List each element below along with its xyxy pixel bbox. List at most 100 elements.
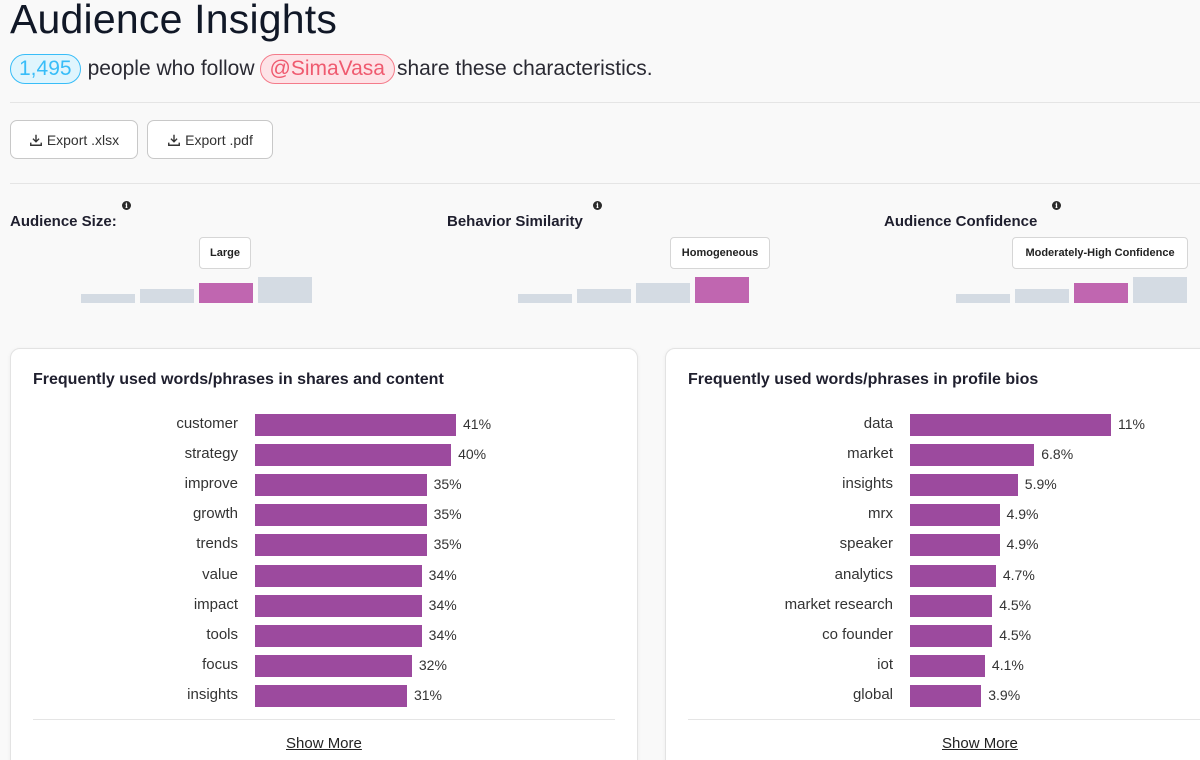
divider: [33, 719, 615, 720]
bar-label: strategy: [184, 445, 238, 463]
bar-label: growth: [192, 505, 238, 523]
bar-value-label: 35%: [433, 476, 462, 493]
bar-row: impact 34%: [11, 594, 637, 617]
handle-badge[interactable]: @SimaVasa: [259, 54, 395, 84]
bar-value-label: 41%: [463, 416, 492, 432]
bar[interactable]: [910, 504, 1000, 527]
bar-value-label: 34%: [428, 566, 457, 583]
behavior-similarity-level-3: [636, 283, 690, 303]
download-icon: [29, 134, 42, 146]
bar-label: focus: [202, 655, 238, 673]
bar-row: customer 41%: [11, 414, 637, 436]
bar[interactable]: [255, 564, 422, 587]
bar[interactable]: [255, 654, 412, 677]
bar[interactable]: [255, 624, 422, 647]
bar[interactable]: [910, 654, 985, 677]
subtitle: 1,495 people who follow @SimaVasa share …: [10, 52, 653, 86]
bar-row: mrx 4.9%: [666, 504, 1200, 527]
bar-label: speaker: [839, 535, 893, 553]
export-xlsx-label: Export .xlsx: [46, 131, 120, 148]
bar[interactable]: [255, 684, 407, 707]
audience-size-level-3: [199, 283, 253, 303]
bar-value-label: 4.9%: [1006, 536, 1039, 553]
bar-row: tools 34%: [11, 624, 637, 647]
audience-confidence-label: Audience Confidence: [884, 213, 1038, 230]
bar-value-label: 35%: [433, 506, 462, 523]
bar-value-label: 31%: [413, 686, 442, 703]
bar-row: insights 31%: [11, 684, 637, 707]
info-icon[interactable]: i: [1052, 201, 1061, 210]
subtitle-text-after: share these characteristics.: [397, 57, 653, 80]
bar[interactable]: [910, 444, 1035, 467]
bar[interactable]: [910, 594, 993, 617]
bar-label: market: [847, 445, 893, 463]
bar-row: improve 35%: [11, 474, 637, 497]
bar-row: global 3.9%: [666, 684, 1200, 707]
bar[interactable]: [910, 534, 1000, 557]
bar-row: focus 32%: [11, 654, 637, 677]
bar-row: value 34%: [11, 564, 637, 587]
bar-row: market 6.8%: [666, 444, 1200, 467]
info-icon[interactable]: i: [122, 201, 131, 210]
bar[interactable]: [910, 564, 996, 587]
export-pdf-button[interactable]: Export .pdf: [147, 120, 273, 159]
audience-confidence-level-4: [1133, 277, 1187, 303]
bar-label: market research: [784, 595, 893, 613]
follower-count-badge[interactable]: 1,495: [10, 54, 81, 84]
bar-label: tools: [206, 625, 238, 643]
bar-value-label: 32%: [418, 656, 447, 673]
divider: [10, 102, 1200, 103]
bar[interactable]: [255, 474, 427, 497]
bar-label: insights: [842, 475, 893, 493]
subtitle-text-before: people who follow: [87, 57, 255, 80]
bar-value-label: 11%: [1118, 416, 1145, 432]
bar[interactable]: [255, 594, 422, 617]
behavior-similarity-level-2: [577, 289, 631, 303]
card-title: Frequently used words/phrases in profile…: [688, 371, 1039, 388]
audience-confidence-tooltip: Moderately-High Confidence: [1012, 237, 1188, 269]
info-icon[interactable]: i: [593, 201, 602, 210]
download-icon: [168, 134, 181, 146]
bio-words-card: Frequently used words/phrases in profile…: [665, 348, 1200, 760]
bar-value-label: 4.7%: [1002, 566, 1035, 583]
shares-words-card: Frequently used words/phrases in shares …: [10, 348, 638, 760]
bar[interactable]: [255, 534, 427, 557]
bar-value-label: 4.9%: [1006, 506, 1039, 523]
bar-value-label: 35%: [433, 536, 462, 553]
bar-label: iot: [877, 655, 893, 673]
bar-row: trends 35%: [11, 534, 637, 557]
bar[interactable]: [910, 474, 1018, 497]
bar[interactable]: [910, 414, 1111, 436]
audience-confidence-level-2: [1015, 289, 1069, 303]
card-title: Frequently used words/phrases in shares …: [33, 371, 444, 388]
bar[interactable]: [255, 444, 452, 467]
audience-size-level-4: [258, 277, 312, 303]
bar[interactable]: [910, 624, 993, 647]
bar-value-label: 3.9%: [988, 686, 1021, 703]
bar-value-label: 4.5%: [999, 626, 1032, 643]
audience-size-tooltip: Large: [199, 237, 251, 269]
bar[interactable]: [910, 684, 982, 707]
bar[interactable]: [255, 504, 427, 527]
bar-label: impact: [193, 595, 238, 613]
bar-row: growth 35%: [11, 504, 637, 527]
bar-label: customer: [176, 415, 238, 432]
bar-row: market research 4.5%: [666, 594, 1200, 617]
bar-row: strategy 40%: [11, 444, 637, 467]
behavior-similarity-level-1: [518, 294, 572, 303]
show-more-link[interactable]: Show More: [286, 735, 362, 752]
bar-label: improve: [184, 475, 238, 493]
behavior-similarity-level-4: [695, 277, 749, 303]
bar-label: value: [202, 565, 238, 583]
export-pdf-label: Export .pdf: [185, 131, 253, 148]
bar-value-label: 40%: [458, 446, 487, 463]
audience-size-label: Audience Size:: [10, 213, 117, 230]
bar-row: iot 4.1%: [666, 654, 1200, 677]
export-xlsx-button[interactable]: Export .xlsx: [10, 120, 138, 159]
divider: [10, 183, 1200, 184]
audience-confidence-level-1: [956, 294, 1010, 303]
bar-value-label: 34%: [428, 596, 457, 613]
bar[interactable]: [255, 414, 456, 436]
show-more-link[interactable]: Show More: [942, 735, 1018, 752]
bar-label: global: [852, 685, 893, 703]
